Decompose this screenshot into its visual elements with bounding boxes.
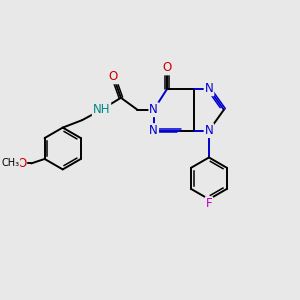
Text: N: N (205, 82, 213, 95)
Text: O: O (109, 70, 118, 83)
Text: F: F (206, 197, 212, 210)
Text: CH₃: CH₃ (1, 158, 20, 168)
Text: N: N (205, 124, 213, 137)
Text: O: O (163, 61, 172, 74)
Text: NH: NH (93, 103, 110, 116)
Text: O: O (17, 157, 26, 170)
Text: N: N (149, 103, 158, 116)
Text: N: N (149, 124, 158, 137)
